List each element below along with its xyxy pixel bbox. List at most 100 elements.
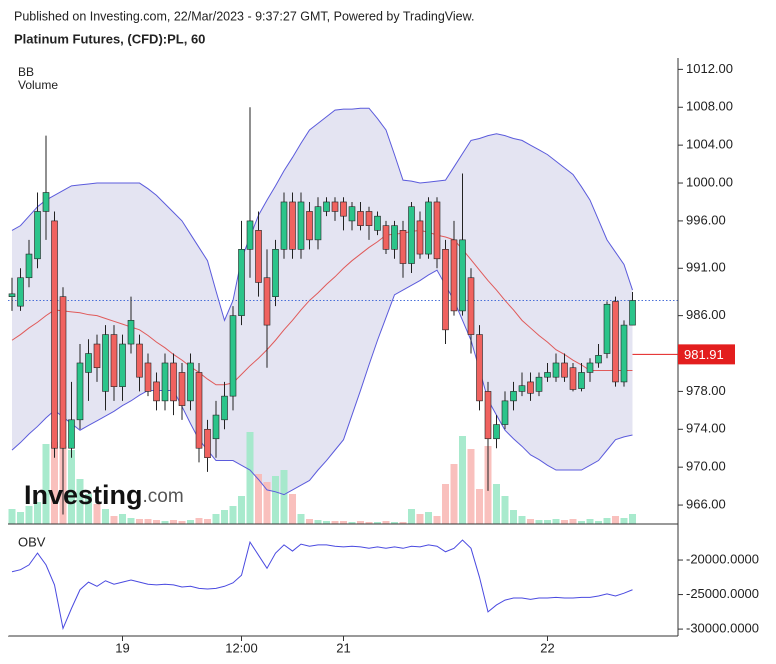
- volume-bar: [408, 509, 415, 524]
- volume-bar: [365, 522, 373, 524]
- volume-bar: [8, 509, 16, 524]
- volume-bar: [450, 464, 458, 524]
- candle-body: [603, 303, 611, 354]
- candle-body: [102, 334, 109, 392]
- bb-upper: [11, 107, 633, 322]
- volume-layer: [8, 432, 636, 524]
- x-tick-label: 12:00: [225, 640, 258, 655]
- volume-bar: [552, 519, 560, 524]
- candle-body: [221, 395, 228, 421]
- volume-bar: [263, 482, 271, 524]
- candle-body: [323, 201, 330, 212]
- candle-body: [544, 372, 551, 378]
- volume-bar: [620, 518, 628, 524]
- candle-body: [578, 372, 585, 389]
- candle-body: [85, 353, 92, 373]
- volume-bar: [442, 484, 449, 524]
- candle-body: [382, 225, 390, 250]
- volume-bar: [459, 436, 466, 524]
- candle-body: [467, 277, 475, 335]
- candle-body: [510, 391, 517, 402]
- bb-label: BB: [18, 65, 34, 79]
- candle-body: [289, 201, 296, 250]
- y-tick-label: 966.00: [686, 496, 726, 511]
- volume-bar: [314, 520, 322, 524]
- last-price-label: 981.91: [684, 347, 724, 362]
- volume-bar: [518, 516, 526, 524]
- volume-bar: [17, 512, 24, 524]
- published-note: Published on Investing.com, 22/Mar/2023 …: [14, 9, 474, 23]
- candle-body: [374, 215, 381, 231]
- candle-body: [620, 324, 628, 383]
- volume-bar: [603, 518, 611, 524]
- y-tick-label: 1012.00: [686, 61, 733, 76]
- candle-body: [178, 372, 186, 406]
- y-tick-label: -30000.0000: [686, 621, 759, 636]
- volume-bar: [144, 519, 152, 524]
- candle-body: [42, 192, 50, 212]
- y-tick-label: 970.00: [686, 459, 726, 474]
- candle-body: [136, 343, 143, 378]
- candle-body: [110, 334, 118, 387]
- candle-body: [255, 230, 262, 283]
- volume-bar: [340, 521, 347, 524]
- volume-bar: [476, 489, 483, 524]
- obv-label: OBV: [18, 534, 46, 549]
- candle-body: [212, 414, 220, 440]
- volume-bar: [238, 496, 245, 524]
- volume-bar: [433, 516, 441, 524]
- candle-body: [493, 424, 500, 440]
- candle-body: [340, 201, 347, 217]
- volume-bar: [280, 470, 288, 524]
- logo: Investing.com: [24, 480, 184, 510]
- candle-body: [68, 419, 75, 449]
- volume-bar: [357, 521, 364, 524]
- candle-body: [552, 362, 560, 378]
- candle-body: [365, 211, 373, 226]
- x-tick-label: 21: [336, 640, 350, 655]
- volume-bar: [595, 521, 602, 524]
- candle-body: [450, 239, 458, 312]
- volume-bar: [153, 520, 160, 524]
- candle-body: [59, 296, 67, 449]
- volume-bar: [170, 520, 177, 524]
- volume-bar: [382, 521, 390, 524]
- x-tick-label: 19: [115, 640, 129, 655]
- y-tick-label: 986.00: [686, 307, 726, 322]
- candle-body: [561, 362, 568, 378]
- volume-label: Volume: [18, 78, 58, 92]
- y-tick-label: -25000.0000: [686, 586, 759, 601]
- bb-lower: [11, 269, 633, 496]
- candle-body: [518, 385, 526, 392]
- volume-bar: [110, 516, 118, 524]
- volume-bar: [178, 521, 186, 524]
- volume-bar: [467, 449, 475, 524]
- bb-band-fill: [12, 108, 633, 495]
- candle-body: [425, 201, 432, 255]
- volume-bar: [399, 522, 407, 524]
- candle-body: [314, 206, 322, 241]
- band-layer: [12, 108, 633, 495]
- candle-body: [433, 201, 441, 260]
- volume-bar: [221, 510, 228, 524]
- volume-bar: [204, 519, 211, 524]
- y-tick-label: 991.00: [686, 260, 726, 275]
- volume-bar: [161, 521, 169, 524]
- volume-bar: [246, 432, 254, 524]
- last-price-box: [678, 344, 735, 365]
- candle-body: [612, 301, 619, 383]
- logo-main: Investing: [24, 480, 143, 510]
- volume-bar: [42, 444, 50, 524]
- volume-bar: [229, 506, 237, 524]
- candle-body: [229, 315, 237, 397]
- candle-body: [187, 362, 194, 402]
- volume-bar: [331, 521, 339, 524]
- volume-bar: [212, 514, 220, 524]
- volume-bar: [544, 520, 551, 524]
- candle-body: [527, 381, 534, 394]
- volume-bar: [416, 514, 424, 524]
- volume-bar: [187, 520, 194, 524]
- volume-bar: [425, 512, 432, 524]
- volume-bar: [102, 509, 109, 524]
- volume-bar: [510, 510, 517, 524]
